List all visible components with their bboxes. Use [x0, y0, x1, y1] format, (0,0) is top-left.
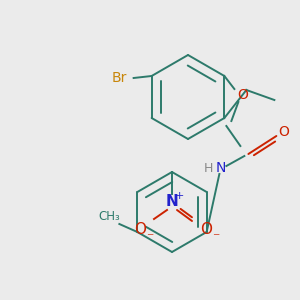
Text: ⁻: ⁻ [146, 231, 154, 245]
Text: O: O [237, 88, 248, 102]
Text: O: O [200, 223, 212, 238]
Text: O: O [278, 125, 289, 139]
Text: CH₃: CH₃ [98, 209, 120, 223]
Text: H: H [204, 161, 213, 175]
Text: N: N [166, 194, 178, 209]
Text: N: N [215, 161, 226, 175]
Text: O: O [134, 223, 146, 238]
Text: +: + [174, 191, 184, 201]
Text: ⁻: ⁻ [212, 231, 220, 245]
Text: Br: Br [112, 71, 127, 85]
